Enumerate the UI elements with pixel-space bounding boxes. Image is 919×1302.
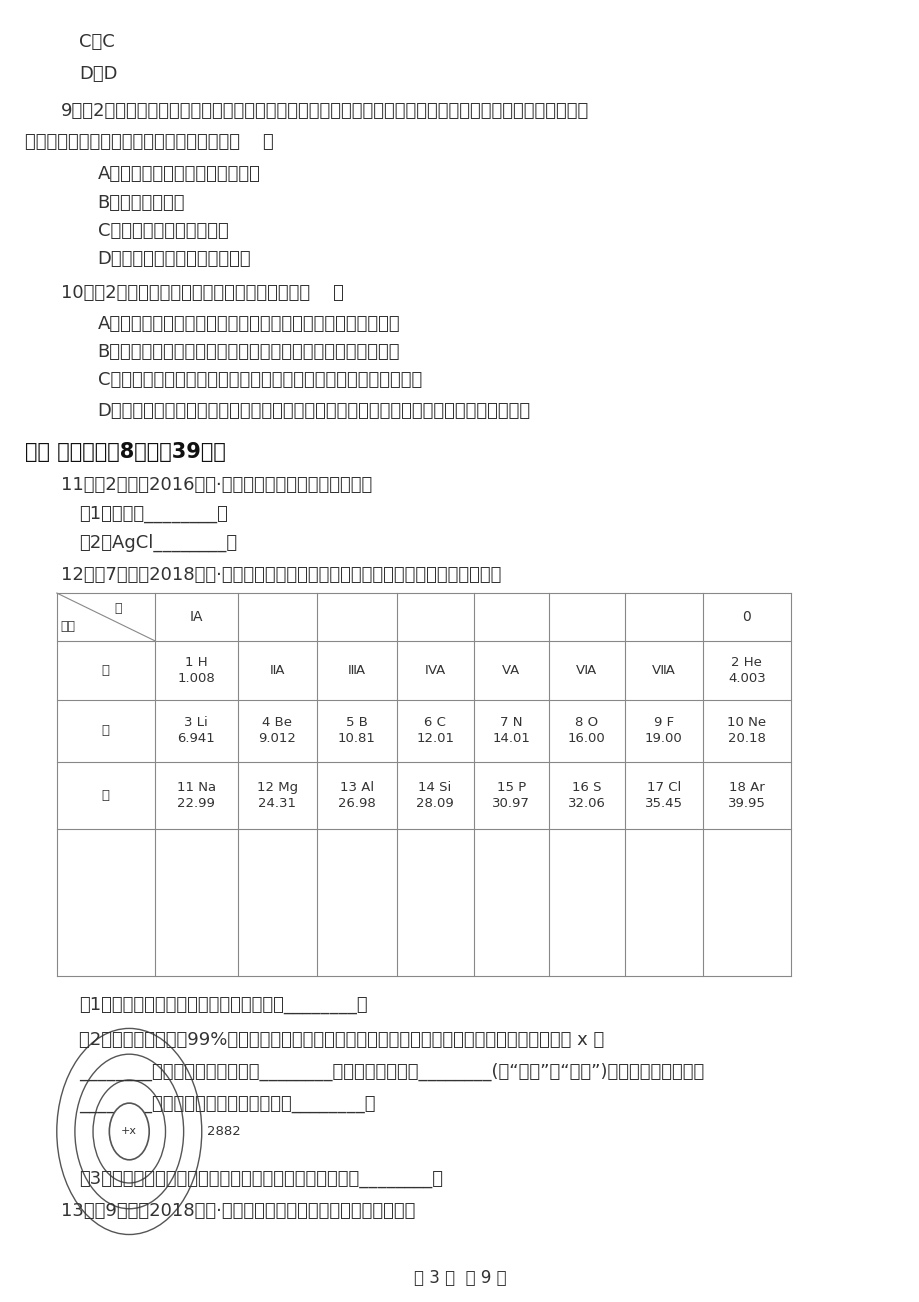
Text: （2）AgCl________．: （2）AgCl________． xyxy=(79,534,237,552)
Text: 14 Si
28.09: 14 Si 28.09 xyxy=(415,781,453,810)
Text: ⅢA: ⅢA xyxy=(347,664,366,677)
Text: 9．（2分）将两支燃着的蜡烛罩上玻璌杯，可观察到高的蜡烛先息灯，且杯内壁变黑，由此可以得到启发：从: 9．（2分）将两支燃着的蜡烛罩上玻璌杯，可观察到高的蜡烛先息灯，且杯内壁变黑，由… xyxy=(62,103,589,120)
Text: IA: IA xyxy=(189,609,203,624)
Text: 10．（2分）对下列实验过程的评价，正确的是（    ）: 10．（2分）对下列实验过程的评价，正确的是（ ） xyxy=(62,284,344,302)
Text: 13 Al
26.98: 13 Al 26.98 xyxy=(337,781,375,810)
Text: 13．（9分）（2018九下·江都月考）化学与我们的生活密切相关。: 13．（9分）（2018九下·江都月考）化学与我们的生活密切相关。 xyxy=(62,1202,415,1220)
Text: 周期: 周期 xyxy=(60,620,75,633)
Text: 18 Ar
39.95: 18 Ar 39.95 xyxy=(727,781,765,810)
Text: 2882: 2882 xyxy=(207,1125,241,1138)
Text: +x: +x xyxy=(121,1126,137,1137)
Text: 二: 二 xyxy=(102,724,109,737)
Text: D．若得不到及时救援，可跳楼: D．若得不到及时救援，可跳楼 xyxy=(97,250,251,268)
Text: 7 N
14.01: 7 N 14.01 xyxy=(492,716,529,745)
Text: 11 Na
22.99: 11 Na 22.99 xyxy=(176,781,216,810)
Text: 二、 填空题（共8题；共39分）: 二、 填空题（共8题；共39分） xyxy=(25,443,226,462)
Text: 第 3 页  共 9 页: 第 3 页 共 9 页 xyxy=(414,1269,505,1288)
Text: 12．（7分）（2018九上·潮州期中）下表是元素周期表的一部分。请完成以下填空：: 12．（7分）（2018九上·潮州期中）下表是元素周期表的一部分。请完成以下填空… xyxy=(62,566,501,585)
Text: 17 Cl
35.45: 17 Cl 35.45 xyxy=(644,781,682,810)
Text: ________个电子层，形成的离子符号为________。: ________个电子层，形成的离子符号为________。 xyxy=(79,1095,376,1113)
Text: （1）从表中查出氟元素的相对原子质量为________。: （1）从表中查出氟元素的相对原子质量为________。 xyxy=(79,996,368,1014)
Text: ⅥA: ⅥA xyxy=(575,664,596,677)
Text: ________，原子最外层电子数为________，在化学反应中易________(填“得到”或“失去”)电子；该离子核外有: ________，原子最外层电子数为________，在化学反应中易______… xyxy=(79,1064,704,1082)
Text: ⅣA: ⅣA xyxy=(424,664,445,677)
Text: 0: 0 xyxy=(742,609,750,624)
Circle shape xyxy=(109,1103,149,1160)
Text: 3 Li
6.941: 3 Li 6.941 xyxy=(177,716,215,745)
Text: D．D: D．D xyxy=(79,65,118,83)
Text: 三: 三 xyxy=(102,789,109,802)
Text: 10 Ne
20.18: 10 Ne 20.18 xyxy=(726,716,766,745)
Text: （1）氢离子________；: （1）氢离子________； xyxy=(79,505,228,523)
Text: 失火的高层楼房逃生，应选择的正确方法是（    ）: 失火的高层楼房逃生，应选择的正确方法是（ ） xyxy=(25,133,274,151)
Text: 1 H
1.008: 1 H 1.008 xyxy=(177,656,215,685)
Text: C．检验氢气纯度时，将试管口移近火焰，有爆鸣声，表明氢气纯净: C．检验氢气纯度时，将试管口移近火焰，有爆鸣声，表明氢气纯净 xyxy=(97,371,421,389)
Text: C．C: C．C xyxy=(79,33,115,51)
Text: 4 Be
9.012: 4 Be 9.012 xyxy=(258,716,296,745)
Text: （2）某元素在人体内99%存在于骨骼和牙齿中。该元素的原子结构示意图如图；则该元素的质子数 x 为: （2）某元素在人体内99%存在于骨骼和牙齿中。该元素的原子结构示意图如图；则该元… xyxy=(79,1031,604,1049)
Text: 11．（2分）（2016九下·巴州期中）用符号或名称填空：: 11．（2分）（2016九下·巴州期中）用符号或名称填空： xyxy=(62,475,372,493)
Text: 6 C
12.01: 6 C 12.01 xyxy=(415,716,454,745)
Text: ⅤA: ⅤA xyxy=(502,664,520,677)
Text: 8 O
16.00: 8 O 16.00 xyxy=(567,716,605,745)
Text: 16 S
32.06: 16 S 32.06 xyxy=(567,781,605,810)
Text: A．用干毛巾据住口鼻，往楼下冲: A．用干毛巾据住口鼻，往楼下冲 xyxy=(97,165,260,184)
Text: D．稀有气体制成的霉虹灯通电后可发出各种有色光，证明稀有气体通电后能发生化学反应: D．稀有气体制成的霉虹灯通电后可发出各种有色光，证明稀有气体通电后能发生化学反应 xyxy=(97,402,530,421)
Text: C．尽量贴近地面爬行撤离: C．尽量贴近地面爬行撤离 xyxy=(97,223,228,240)
Text: 族: 族 xyxy=(115,602,122,615)
Text: B．将燃着的木条放入一瓶气体中息灯，证明该气体是二氧化碳: B．将燃着的木条放入一瓶气体中息灯，证明该气体是二氧化碳 xyxy=(97,344,400,361)
Text: B．尽量往楼顶跑: B．尽量往楼顶跑 xyxy=(97,194,185,212)
Text: 15 P
30.97: 15 P 30.97 xyxy=(492,781,529,810)
Text: 5 B
10.81: 5 B 10.81 xyxy=(337,716,375,745)
Text: （3）元素周期表中同一横行元素的排列规律是：从左到右________。: （3）元素周期表中同一横行元素的排列规律是：从左到右________。 xyxy=(79,1170,443,1189)
Text: 12 Mg
24.31: 12 Mg 24.31 xyxy=(256,781,298,810)
Text: 9 F
19.00: 9 F 19.00 xyxy=(644,716,682,745)
Text: 2 He
4.003: 2 He 4.003 xyxy=(727,656,765,685)
Text: ⅡA: ⅡA xyxy=(269,664,285,677)
Text: 一: 一 xyxy=(102,664,109,677)
Text: ⅦA: ⅦA xyxy=(652,664,675,677)
Text: A．某无色溢液中滴入酚酸试液变红色，该溢液不一定是礦溢液: A．某无色溢液中滴入酚酸试液变红色，该溢液不一定是礦溢液 xyxy=(97,315,400,333)
